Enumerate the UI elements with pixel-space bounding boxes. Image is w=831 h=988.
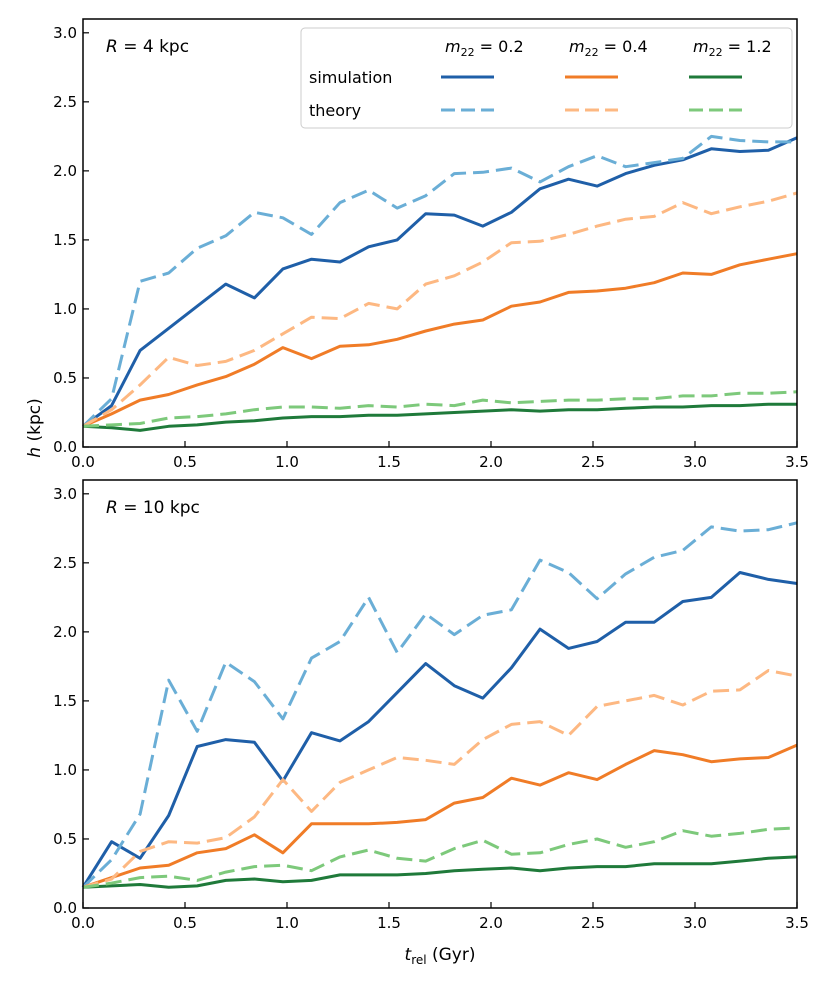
- series-line: [82, 669, 798, 889]
- x-tick-label: 2.0: [479, 453, 503, 471]
- series-line: [82, 826, 798, 889]
- series-lines: [81, 134, 798, 432]
- series-line: [81, 521, 798, 889]
- series-line: [82, 402, 797, 432]
- y-tick-label: 0.0: [53, 438, 77, 456]
- x-tick-label: 1.0: [275, 914, 299, 932]
- legend: m22 = 0.2 m22 = 0.4 m22 = 1.2 simulation…: [300, 27, 793, 129]
- y-tick-label: 2.0: [53, 162, 77, 180]
- x-tick-label: 0.0: [71, 914, 95, 932]
- x-tick-label: 1.5: [377, 914, 401, 932]
- panel-label: R = 4 kpc: [106, 37, 189, 57]
- series-line: [81, 571, 798, 889]
- legend-row-label: simulation: [309, 68, 392, 87]
- x-tick-label: 3.5: [785, 914, 809, 932]
- series-lines: [81, 521, 798, 889]
- axis-ticks: 0.0 0.5 1.0 1.5 2.0 2.5 3.0 3.5 0.0 0.5 1.0 1.5 2.0 2…: [53, 485, 809, 932]
- legend-column-label: m22 = 0.2: [445, 37, 524, 59]
- y-axis-label: h (kpc): [25, 398, 45, 457]
- x-tick-label: 0.5: [173, 453, 197, 471]
- x-tick-label: 0.5: [173, 914, 197, 932]
- x-tick-label: 3.5: [785, 453, 809, 471]
- legend-box: [300, 27, 793, 129]
- y-tick-label: 2.5: [53, 554, 77, 572]
- x-tick-label: 3.0: [683, 914, 707, 932]
- x-tick-label: 2.5: [581, 914, 605, 932]
- x-tick-label: 3.0: [683, 453, 707, 471]
- x-tick-label: 2.5: [581, 453, 605, 471]
- legend-column-label: m22 = 1.2: [693, 37, 772, 59]
- y-tick-label: 0.5: [53, 369, 77, 387]
- y-tick-label: 0.5: [53, 830, 77, 848]
- plot-frame: [82, 18, 798, 448]
- axis-ticks: 0.0 0.5 1.0 1.5 2.0 2.5 3.0 3.5 0.0 0.5 1.0 1.5 2.0 2…: [53, 24, 809, 471]
- series-line: [82, 252, 798, 428]
- series-line: [82, 743, 798, 889]
- x-tick-label: 2.0: [479, 914, 503, 932]
- series-line: [82, 136, 798, 428]
- y-tick-label: 3.0: [53, 485, 77, 503]
- legend-row-label: theory: [309, 101, 361, 120]
- x-tick-label: 0.0: [71, 453, 95, 471]
- y-tick-label: 1.0: [53, 761, 77, 779]
- panel-bottom: 0.0 0.5 1.0 1.5 2.0 2.5 3.0 3.5 0.0 0.5 1.0 1.5 2.0 2…: [53, 479, 809, 932]
- series-line: [82, 855, 798, 889]
- panel-top: 0.0 0.5 1.0 1.5 2.0 2.5 3.0 3.5 0.0 0.5 1.0 1.5 2.0 2…: [53, 18, 809, 471]
- y-tick-label: 1.5: [53, 692, 77, 710]
- x-tick-label: 1.5: [377, 453, 401, 471]
- y-tick-label: 1.5: [53, 231, 77, 249]
- y-tick-label: 3.0: [53, 24, 77, 42]
- plot-frame: [82, 479, 798, 909]
- y-tick-label: 0.0: [53, 899, 77, 917]
- y-tick-label: 2.5: [53, 93, 77, 111]
- series-line: [81, 134, 797, 428]
- panel-label: R = 10 kpc: [106, 498, 200, 518]
- series-line: [82, 390, 798, 428]
- y-tick-label: 2.0: [53, 623, 77, 641]
- series-line: [82, 191, 798, 428]
- x-tick-label: 1.0: [275, 453, 299, 471]
- legend-column-label: m22 = 0.4: [569, 37, 648, 59]
- x-axis-label: trel (Gyr): [405, 945, 476, 967]
- y-tick-label: 1.0: [53, 300, 77, 318]
